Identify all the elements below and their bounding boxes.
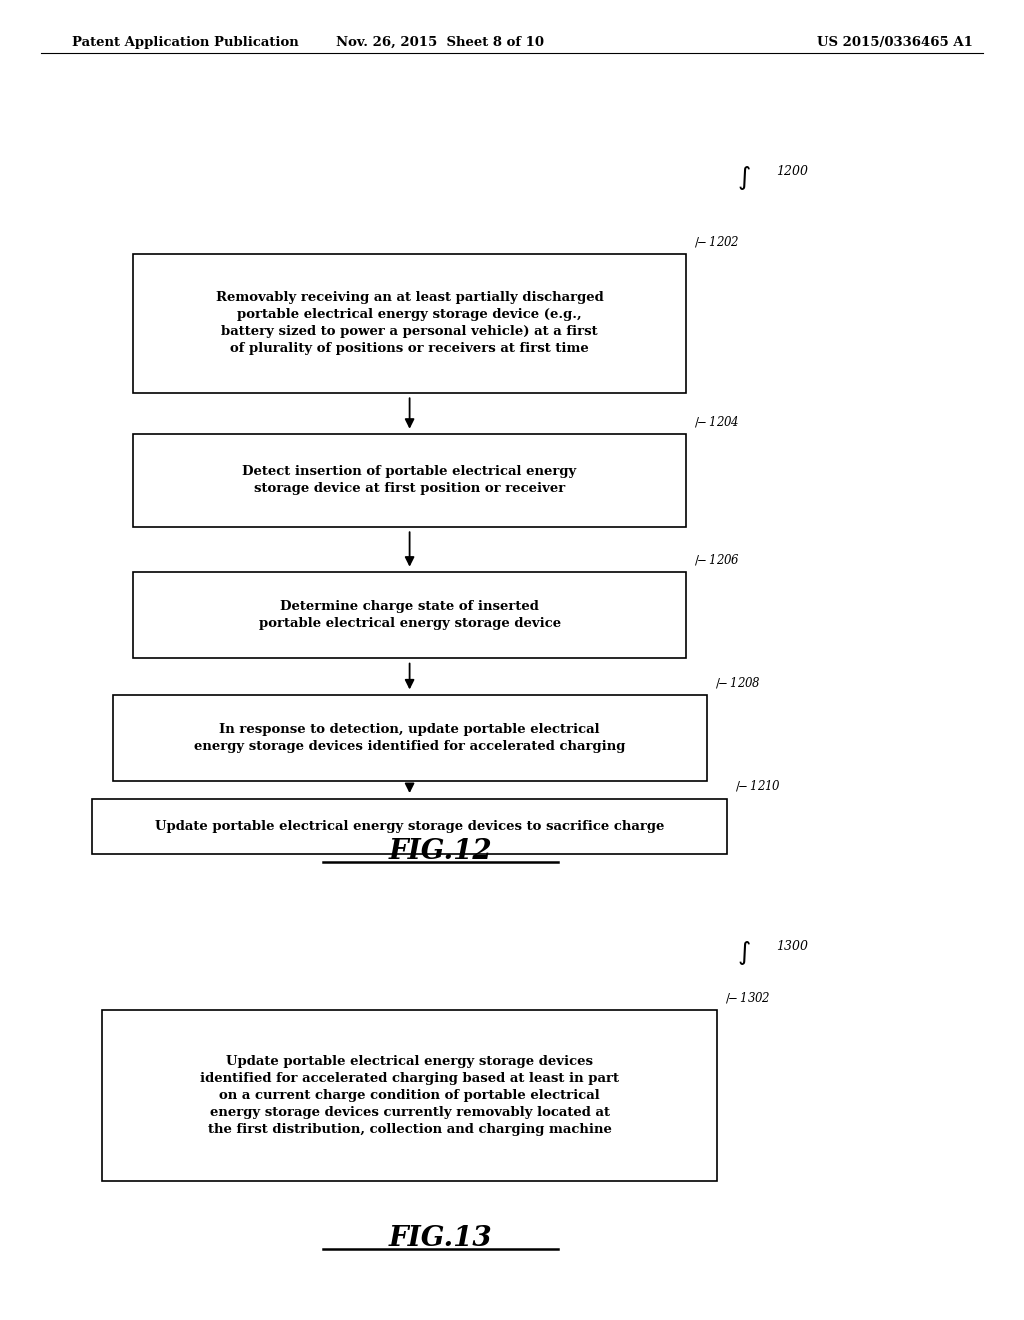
Text: $\mathit{/\!\!-}$1204: $\mathit{/\!\!-}$1204 — [694, 414, 740, 429]
FancyBboxPatch shape — [92, 799, 727, 854]
Text: Nov. 26, 2015  Sheet 8 of 10: Nov. 26, 2015 Sheet 8 of 10 — [336, 36, 545, 49]
Text: FIG.13: FIG.13 — [388, 1225, 493, 1251]
Text: Determine charge state of inserted
portable electrical energy storage device: Determine charge state of inserted porta… — [258, 601, 561, 630]
Text: $\int$: $\int$ — [737, 164, 752, 193]
FancyBboxPatch shape — [102, 1010, 717, 1181]
Text: $\mathit{/\!\!-}$1202: $\mathit{/\!\!-}$1202 — [694, 234, 740, 248]
Text: FIG.12: FIG.12 — [388, 838, 493, 865]
Text: $\mathit{/\!\!-}$1210: $\mathit{/\!\!-}$1210 — [735, 779, 781, 793]
Text: Update portable electrical energy storage devices
identified for accelerated cha: Update portable electrical energy storag… — [200, 1055, 620, 1137]
FancyBboxPatch shape — [133, 573, 686, 657]
FancyBboxPatch shape — [133, 253, 686, 393]
Text: Removably receiving an at least partially discharged
portable electrical energy : Removably receiving an at least partiall… — [216, 292, 603, 355]
Text: $\mathit{/\!\!-}$1302: $\mathit{/\!\!-}$1302 — [725, 990, 771, 1005]
Text: 1200: 1200 — [776, 165, 808, 178]
Text: $\mathit{/\!\!-}$1206: $\mathit{/\!\!-}$1206 — [694, 552, 740, 568]
Text: $\int$: $\int$ — [737, 939, 752, 968]
Text: In response to detection, update portable electrical
energy storage devices iden: In response to detection, update portabl… — [194, 723, 626, 752]
Text: $\mathit{/\!\!-}$1208: $\mathit{/\!\!-}$1208 — [715, 675, 761, 689]
FancyBboxPatch shape — [113, 694, 707, 781]
Text: Patent Application Publication: Patent Application Publication — [72, 36, 298, 49]
Text: Detect insertion of portable electrical energy
storage device at first position : Detect insertion of portable electrical … — [243, 466, 577, 495]
Text: Update portable electrical energy storage devices to sacrifice charge: Update portable electrical energy storag… — [155, 820, 665, 833]
Text: 1300: 1300 — [776, 940, 808, 953]
Text: US 2015/0336465 A1: US 2015/0336465 A1 — [817, 36, 973, 49]
FancyBboxPatch shape — [133, 434, 686, 527]
